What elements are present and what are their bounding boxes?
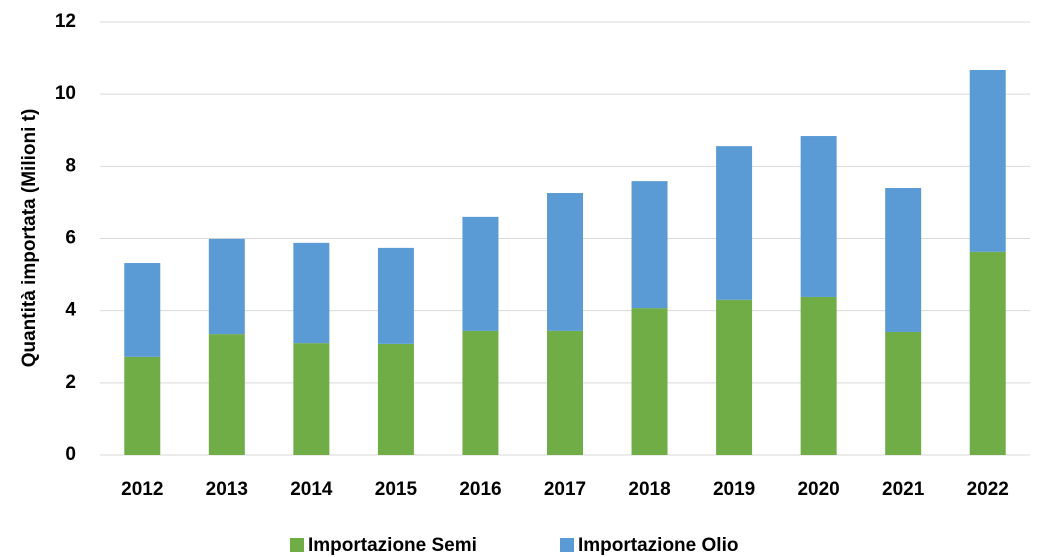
x-tick-label: 2012 bbox=[121, 479, 163, 500]
legend-label: Importazione Olio bbox=[578, 535, 738, 556]
x-tick-label: 2013 bbox=[206, 479, 248, 500]
bar-segment bbox=[800, 136, 837, 297]
x-tick-label: 2018 bbox=[628, 479, 670, 500]
y-axis-label: Quantità importata (Milioni t) bbox=[19, 109, 40, 368]
bar-segment bbox=[124, 263, 161, 357]
y-tick-label: 8 bbox=[65, 155, 76, 176]
y-tick-label: 2 bbox=[65, 372, 76, 393]
x-tick-label: 2019 bbox=[713, 479, 755, 500]
bar-segment bbox=[631, 181, 668, 309]
x-tick-label: 2014 bbox=[290, 479, 333, 500]
legend-swatch bbox=[290, 538, 304, 552]
bar-segment bbox=[969, 251, 1006, 455]
bar-segment bbox=[124, 356, 161, 455]
x-tick-label: 2021 bbox=[882, 479, 925, 500]
y-tick-label: 6 bbox=[65, 228, 76, 249]
bar-segment bbox=[969, 69, 1006, 252]
bar-segment bbox=[208, 334, 245, 455]
legend-swatch bbox=[560, 538, 574, 552]
x-tick-label: 2020 bbox=[797, 479, 839, 500]
y-tick-label: 4 bbox=[65, 300, 76, 321]
bar-segment bbox=[631, 308, 668, 455]
x-tick-label: 2017 bbox=[544, 479, 586, 500]
bar-segment bbox=[208, 238, 245, 335]
x-tick-label: 2022 bbox=[967, 479, 1009, 500]
bar-segment bbox=[377, 247, 414, 344]
bar-segment bbox=[377, 343, 414, 455]
bar-segment bbox=[885, 331, 922, 455]
bar-segment bbox=[293, 242, 330, 344]
y-tick-label: 12 bbox=[55, 11, 76, 32]
y-tick-label: 10 bbox=[55, 83, 76, 104]
bar-segment bbox=[293, 343, 330, 455]
y-tick-label: 0 bbox=[65, 444, 76, 465]
bar-segment bbox=[547, 330, 583, 455]
legend-label: Importazione Semi bbox=[308, 535, 477, 556]
bar-segment bbox=[885, 187, 922, 332]
bar-segment bbox=[547, 193, 583, 331]
x-tick-label: 2015 bbox=[375, 479, 418, 500]
bar-segment bbox=[800, 296, 837, 455]
bar-segment bbox=[462, 216, 499, 331]
bar-segment bbox=[462, 330, 499, 455]
bar-segment bbox=[716, 299, 753, 455]
x-tick-label: 2016 bbox=[459, 479, 501, 500]
bar-segment bbox=[716, 146, 753, 300]
